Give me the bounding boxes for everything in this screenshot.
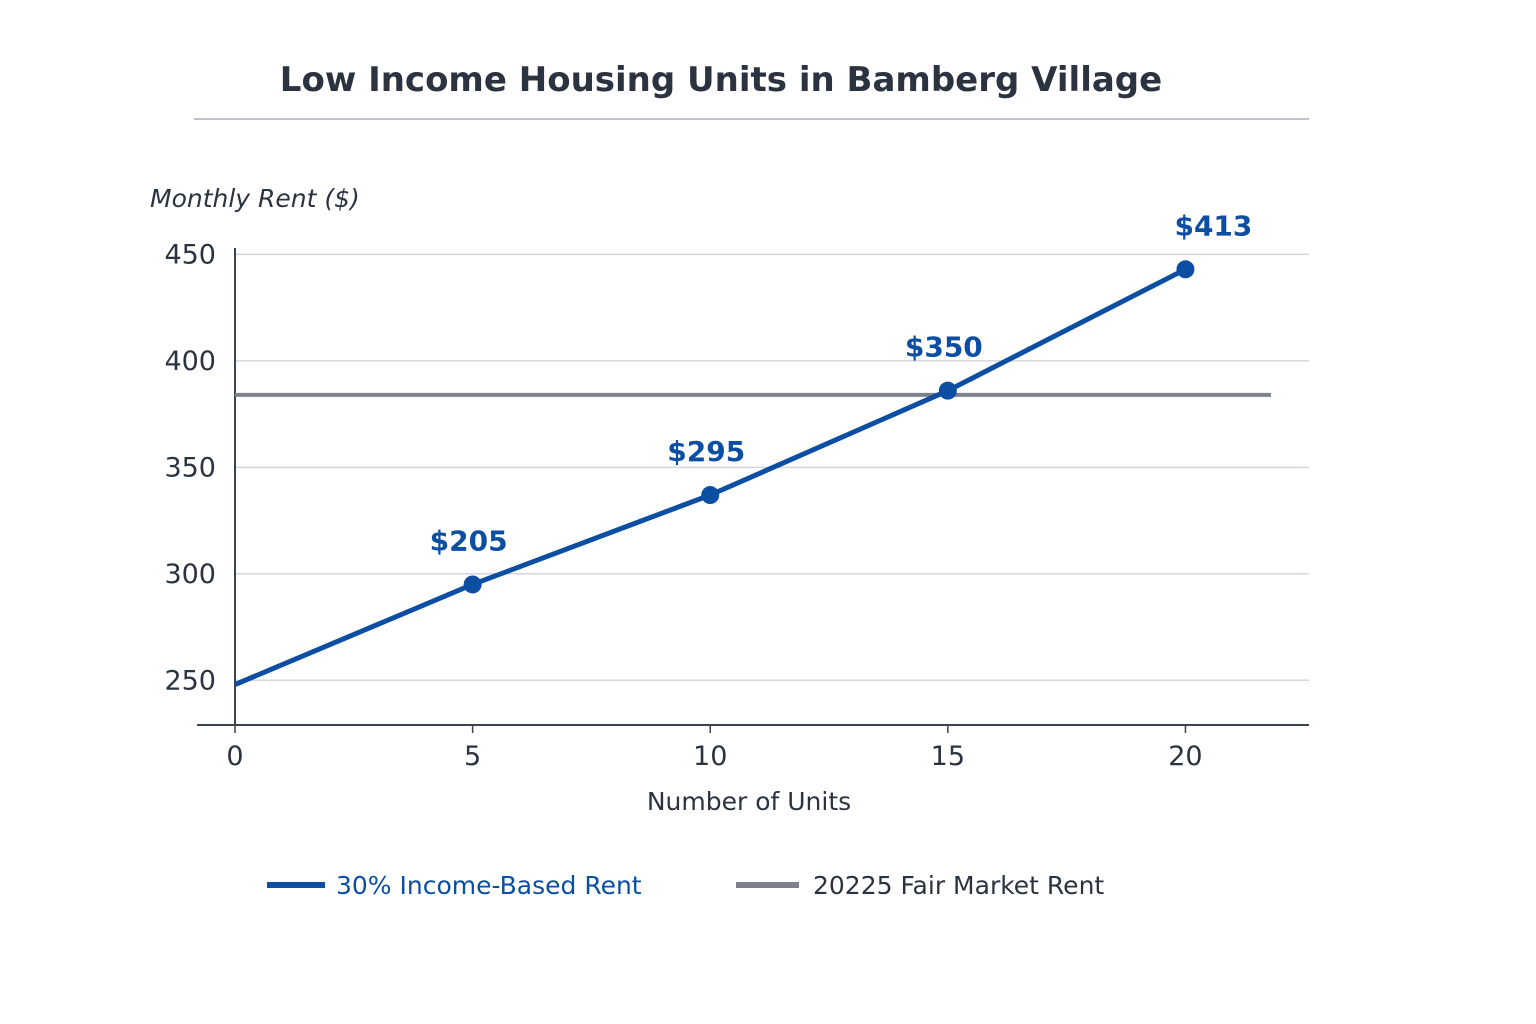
y-tick-label: 250: [164, 665, 216, 696]
y-tick-label: 450: [164, 239, 216, 270]
legend: 30% Income-Based Rent 20225 Fair Market R…: [267, 871, 1104, 900]
chart-title: Low Income Housing Units in Bamberg Vill…: [280, 60, 1162, 100]
legend-label-fmr: 20225 Fair Market Rent: [813, 871, 1104, 900]
data-point: [1176, 260, 1195, 279]
data-point: [701, 486, 720, 505]
data-point: [938, 381, 957, 400]
y-tick-label: 350: [164, 452, 216, 483]
data-label: $413: [1174, 209, 1252, 242]
data-label: $205: [430, 524, 508, 557]
x-tick-label: 5: [464, 741, 481, 772]
x-axis-label: Number of Units: [647, 787, 851, 816]
data-label: $295: [667, 435, 745, 468]
legend-label-income: 30% Income-Based Rent: [336, 871, 642, 900]
data-label: $350: [905, 331, 983, 364]
x-tick-label: 20: [1168, 741, 1202, 772]
x-tick-label: 0: [226, 741, 243, 772]
income-based-rent-line: [234, 267, 1187, 687]
y-tick-label: 400: [164, 346, 216, 377]
y-axis-label: Monthly Rent ($): [150, 184, 360, 213]
data-point: [463, 575, 482, 594]
y-tick-label: 300: [164, 559, 216, 590]
x-tick-label: 15: [931, 741, 965, 772]
x-tick-label: 10: [693, 741, 727, 772]
